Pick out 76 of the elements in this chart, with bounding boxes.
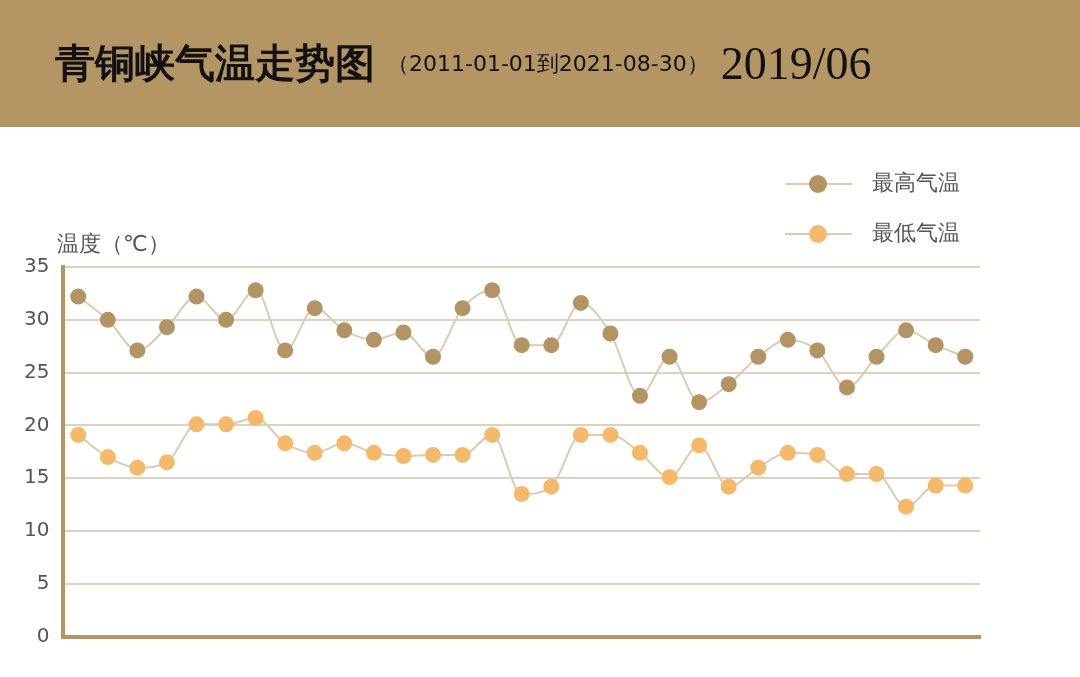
point [957,348,974,365]
point [247,410,264,427]
point [779,331,796,348]
y-tick-label: 0 [36,622,50,647]
legend-label: 最高气温 [872,169,960,195]
point [99,311,116,328]
point [395,448,412,465]
point [70,288,87,305]
point [572,294,589,311]
point [898,322,915,339]
point [838,465,855,482]
point [661,469,678,486]
y-axis-title: 温度（℃） [57,230,170,256]
point [809,342,826,359]
point [750,459,767,476]
point [365,331,382,348]
y-tick-label: 5 [36,570,50,594]
point [631,444,648,461]
point [218,416,235,433]
point [247,282,264,299]
point [336,435,353,452]
point [395,324,412,341]
point [306,444,323,461]
chart-title: 青铜峡气温走势图 [55,38,375,88]
point [188,288,205,305]
point [691,394,708,411]
point [898,498,915,515]
point [454,300,471,317]
point [365,444,382,461]
y-tick-label: 15 [24,464,50,489]
point [513,486,530,503]
point [750,348,767,365]
point [543,478,560,495]
point [631,387,648,404]
point [809,446,826,463]
point [602,325,619,342]
point [158,454,175,471]
point [70,426,87,443]
y-tick-label: 10 [24,517,50,542]
point [425,348,442,365]
point [868,465,885,482]
point [602,426,619,443]
point [336,322,353,339]
point [957,477,974,494]
point [927,477,944,494]
point [188,416,205,433]
point [425,446,442,463]
point [779,444,796,461]
chart-subtitle: （2011-01-01到2021-08-30） [387,49,709,78]
y-tick-label: 35 [24,253,50,278]
point [158,319,175,336]
y-tick-label: 20 [24,411,50,436]
point [691,437,708,454]
point [513,337,530,354]
point [868,348,885,365]
y-tick-label: 30 [24,306,50,330]
y-tick-label: 25 [24,358,50,383]
text: 2019/06 [720,37,872,90]
point [543,337,560,354]
point [661,348,678,365]
point [927,337,944,354]
point [306,300,323,317]
point [484,426,501,443]
point [720,478,737,495]
point [218,311,235,328]
point [484,282,501,299]
point [277,342,294,359]
point [129,459,146,476]
legend-label: 最低气温 [872,219,960,245]
point [720,376,737,393]
point [99,449,116,466]
point [277,435,294,452]
point [838,379,855,396]
point [129,342,146,359]
point [572,426,589,443]
point [454,446,471,463]
